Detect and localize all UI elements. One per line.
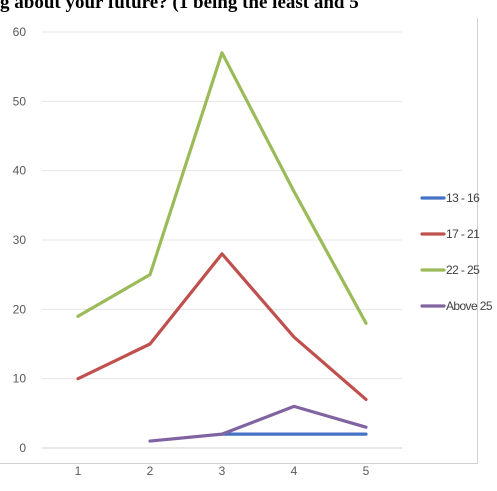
x-tick-label: 5 <box>363 464 370 478</box>
y-tick-label: 10 <box>13 372 27 386</box>
legend-item: 13 - 16 <box>420 191 481 205</box>
legend-item: 22 - 25 <box>420 263 481 277</box>
page-title: g about your future? (1 being the least … <box>0 0 359 13</box>
x-tick-label: 3 <box>219 464 226 478</box>
series-lines <box>76 51 368 443</box>
x-tick-label: 4 <box>291 464 298 478</box>
series-line <box>148 404 368 443</box>
axes: 0 10 20 30 40 50 60 1 2 3 4 5 <box>13 25 402 478</box>
x-tick-label: 1 <box>75 464 82 478</box>
legend-label: 17 - 21 <box>446 227 480 241</box>
chart-frame <box>0 18 478 464</box>
series-segment <box>148 404 368 443</box>
legend-item: 17 - 21 <box>420 227 481 241</box>
y-tick-label: 20 <box>13 302 27 316</box>
legend-label: Above 25 <box>446 299 493 313</box>
y-tick-label: 50 <box>13 94 27 108</box>
y-tick-label: 60 <box>13 25 27 39</box>
legend-label: 13 - 16 <box>446 191 480 205</box>
series-segment <box>76 252 368 402</box>
legend-label: 22 - 25 <box>446 263 480 277</box>
series-line <box>76 252 368 402</box>
y-tick-label: 0 <box>19 441 26 455</box>
x-tick-label: 2 <box>147 464 154 478</box>
legend: 13 - 16 17 - 21 22 - 25 Above 25 <box>420 191 493 313</box>
gridlines <box>42 31 402 380</box>
series-line <box>76 51 368 325</box>
y-tick-label: 40 <box>13 164 27 178</box>
legend-item: Above 25 <box>420 299 493 313</box>
series-segment <box>76 51 368 325</box>
y-tick-label: 30 <box>13 233 27 247</box>
